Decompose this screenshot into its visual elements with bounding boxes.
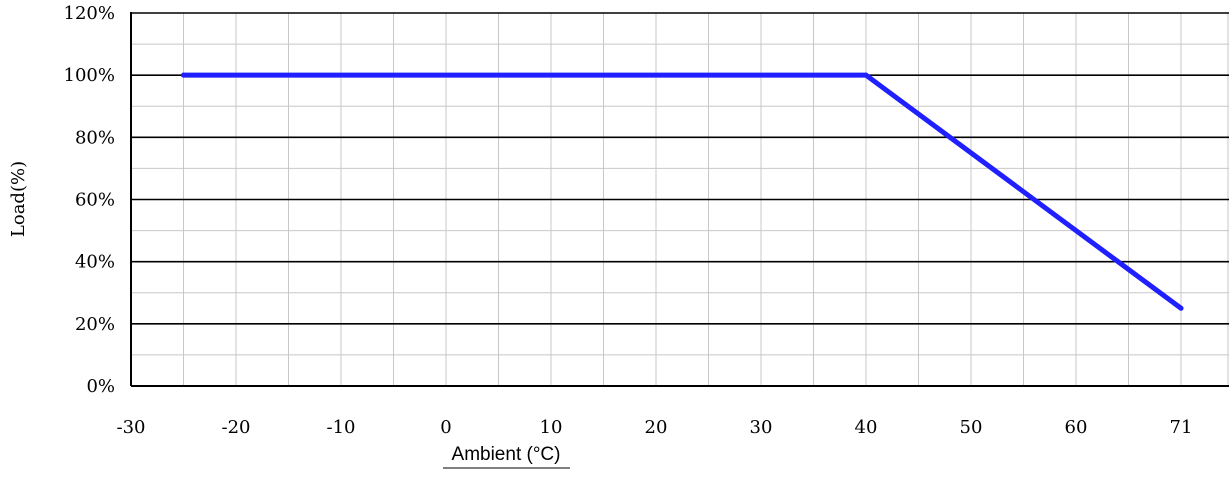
x-tick-label: 71 xyxy=(1170,417,1193,438)
y-tick-label: 20% xyxy=(75,314,115,335)
series-point xyxy=(863,72,869,78)
x-tick-label: 10 xyxy=(540,417,563,438)
series-layer xyxy=(181,72,1184,311)
plot-axes xyxy=(130,12,1229,387)
x-tick-label: 50 xyxy=(960,417,983,438)
series-point xyxy=(1178,305,1184,311)
x-tick-labels: -30 -20 -10 0 10 20 30 40 50 60 71 xyxy=(117,417,1193,438)
x-tick-label: 40 xyxy=(855,417,878,438)
x-tick-label: -30 xyxy=(117,417,146,438)
x-tick-label: -20 xyxy=(222,417,251,438)
major-gridlines xyxy=(131,12,1229,387)
series-point xyxy=(181,72,186,78)
y-axis-label: Load(%) xyxy=(8,161,29,237)
x-tick-label: 0 xyxy=(440,417,451,438)
y-tick-label: 60% xyxy=(75,190,115,211)
x-tick-label: 60 xyxy=(1065,417,1088,438)
y-tick-label: 100% xyxy=(64,65,115,86)
x-tick-label: -10 xyxy=(327,417,356,438)
y-tick-label: 80% xyxy=(75,127,115,148)
y-tick-label: 120% xyxy=(64,3,115,24)
y-tick-labels: 0% 20% 40% 60% 80% 100% 120% xyxy=(64,3,115,397)
series-line xyxy=(181,72,1184,311)
y-tick-label: 40% xyxy=(75,252,115,273)
x-axis-label: Ambient (°C) xyxy=(452,444,561,465)
x-tick-label: 20 xyxy=(645,417,668,438)
y-tick-label: 0% xyxy=(86,376,115,397)
x-tick-label: 30 xyxy=(750,417,773,438)
